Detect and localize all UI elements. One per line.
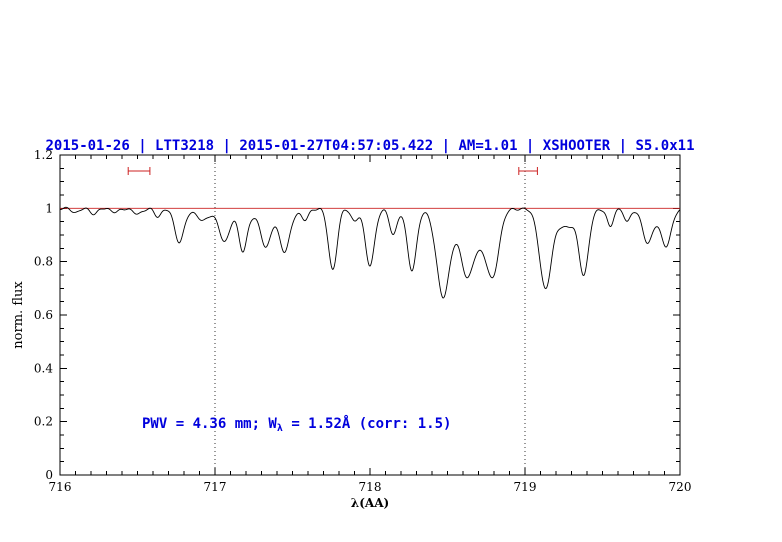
y-tick-label: 0.2 (34, 415, 53, 429)
annotation-post: = 1.52Å (corr: 1.5) (283, 415, 452, 432)
y-tick-label: 1.2 (34, 148, 53, 162)
pwv-annotation: PWV = 4.36 mm; Wλ = 1.52Å (corr: 1.5) (142, 415, 451, 434)
ew-range-marker (518, 167, 538, 175)
x-tick-label: 720 (669, 480, 692, 494)
y-tick-label: 0.8 (34, 255, 53, 269)
x-tick-label: 717 (204, 480, 227, 494)
x-axis-label: λ(AA) (351, 496, 389, 510)
spectrum-line (59, 206, 681, 299)
x-tick-label: 719 (514, 480, 537, 494)
y-tick-label: 1 (45, 201, 53, 215)
annotation-pre: PWV = 4.36 mm; W (142, 416, 277, 432)
y-tick-label: 0 (45, 468, 53, 482)
y-tick-label: 0.6 (34, 308, 53, 322)
plot-title: 2015-01-26 | LTT3218 | 2015-01-27T04:57:… (45, 138, 694, 154)
x-tick-label: 716 (49, 480, 72, 494)
y-axis-label: norm. flux (11, 281, 26, 349)
y-tick-label: 0.4 (34, 361, 53, 375)
ew-range-marker (127, 167, 151, 175)
x-tick-label: 718 (359, 480, 382, 494)
axis-ticks-group: 716 717 718 719 720 0 0.2 0.4 0.6 0.8 1 1.2 (34, 148, 692, 494)
plot-content-group (59, 167, 681, 299)
annotation-lambda-subscript: λ (277, 423, 283, 434)
reference-lines-group (214, 155, 526, 475)
